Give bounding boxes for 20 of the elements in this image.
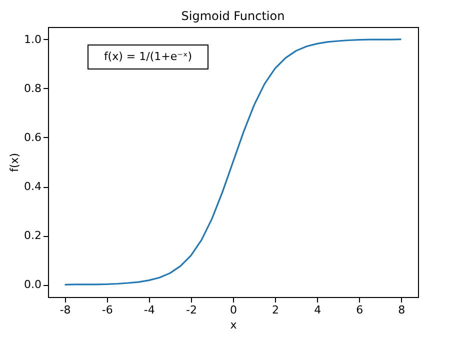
line-series <box>64 38 402 286</box>
y-tick-label: 0.2 <box>24 229 42 242</box>
y-tick-label: 1.0 <box>24 32 42 46</box>
y-tick-label: 0.6 <box>24 130 42 144</box>
x-tick-label: 2 <box>272 304 280 316</box>
x-tick-label: 4 <box>314 304 322 316</box>
y-tick-label: 0.8 <box>24 82 42 95</box>
y-tick-label: 0.4 <box>24 180 42 194</box>
x-tick-label: -4 <box>144 304 155 316</box>
x-tick-label: 8 <box>398 304 406 316</box>
x-axis-title: x <box>230 318 238 332</box>
x-tick-label: 0 <box>230 304 237 316</box>
y-tick-label: 0.0 <box>24 278 42 292</box>
x-tick-label: -8 <box>60 304 71 316</box>
annotation: f(x) = 1/(1+e⁻ˣ) <box>104 50 192 63</box>
chart-title: Sigmoid Function <box>181 9 285 23</box>
x-tick-label: 6 <box>356 304 364 316</box>
x-tick-label: -6 <box>102 304 113 316</box>
y-axis-title: f(x) <box>8 153 22 172</box>
x-tick-label: -2 <box>186 304 197 316</box>
